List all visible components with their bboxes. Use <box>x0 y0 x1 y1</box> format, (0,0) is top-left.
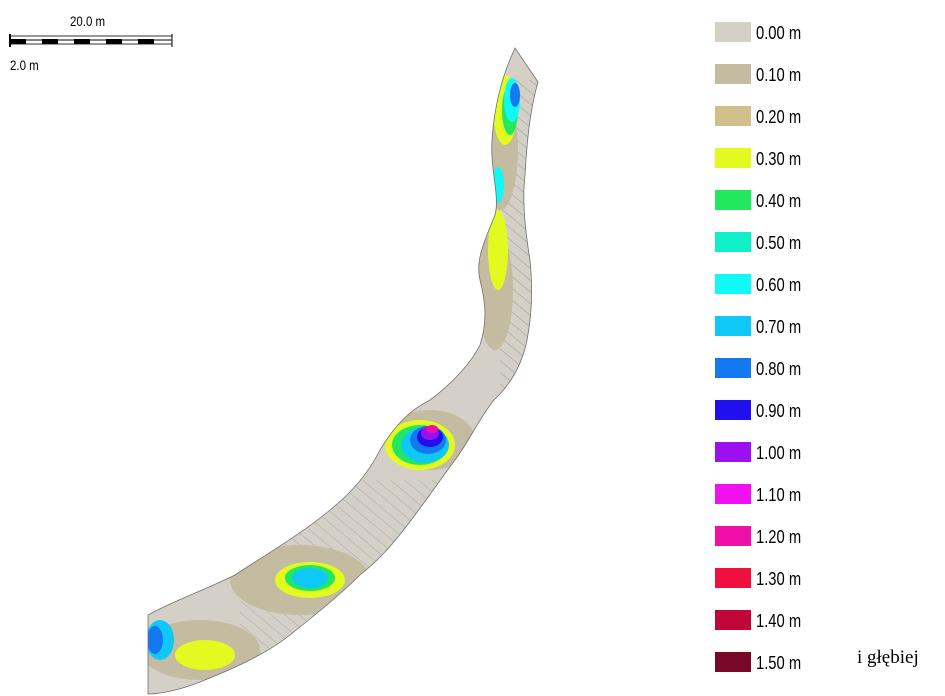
legend-label: 0.80 m <box>756 359 802 379</box>
legend-swatch <box>715 526 751 546</box>
legend-overflow-note: i głębiej <box>857 647 919 668</box>
legend-swatch <box>715 274 751 294</box>
legend-label: 0.60 m <box>756 275 802 295</box>
legend-swatch <box>715 568 751 588</box>
legend-swatch <box>715 484 751 504</box>
legend-label: 1.50 m <box>756 653 802 673</box>
legend-label: 0.90 m <box>756 401 802 421</box>
legend-swatch <box>715 358 751 378</box>
legend-label: 1.10 m <box>756 485 802 505</box>
legend-label: 0.20 m <box>756 107 802 127</box>
legend-label: 1.30 m <box>756 569 802 589</box>
legend-label: 1.00 m <box>756 443 802 463</box>
legend-label: 0.10 m <box>756 65 802 85</box>
legend-swatch <box>715 190 751 210</box>
scale-interval-label: 2.0 m <box>10 57 39 73</box>
legend-swatch <box>715 400 751 420</box>
scale-distance-label: 20.0 m <box>70 13 106 29</box>
legend-swatch <box>715 232 751 252</box>
legend-label: 0.50 m <box>756 233 802 253</box>
legend-label: 0.40 m <box>756 191 802 211</box>
legend-label: 1.40 m <box>756 611 802 631</box>
legend-swatch <box>715 106 751 126</box>
legend-swatch <box>715 442 751 462</box>
legend-swatch <box>715 652 751 672</box>
scale-bar <box>9 34 173 47</box>
river-channel <box>147 47 539 695</box>
legend-label: 0.00 m <box>756 23 802 43</box>
legend-label: 0.30 m <box>756 149 802 169</box>
legend-swatch <box>715 64 751 84</box>
legend-label: 1.20 m <box>756 527 802 547</box>
legend-swatch <box>715 316 751 336</box>
legend-label: 0.70 m <box>756 317 802 337</box>
legend-swatch <box>715 610 751 630</box>
legend-swatch <box>715 148 751 168</box>
legend-swatch <box>715 22 751 42</box>
